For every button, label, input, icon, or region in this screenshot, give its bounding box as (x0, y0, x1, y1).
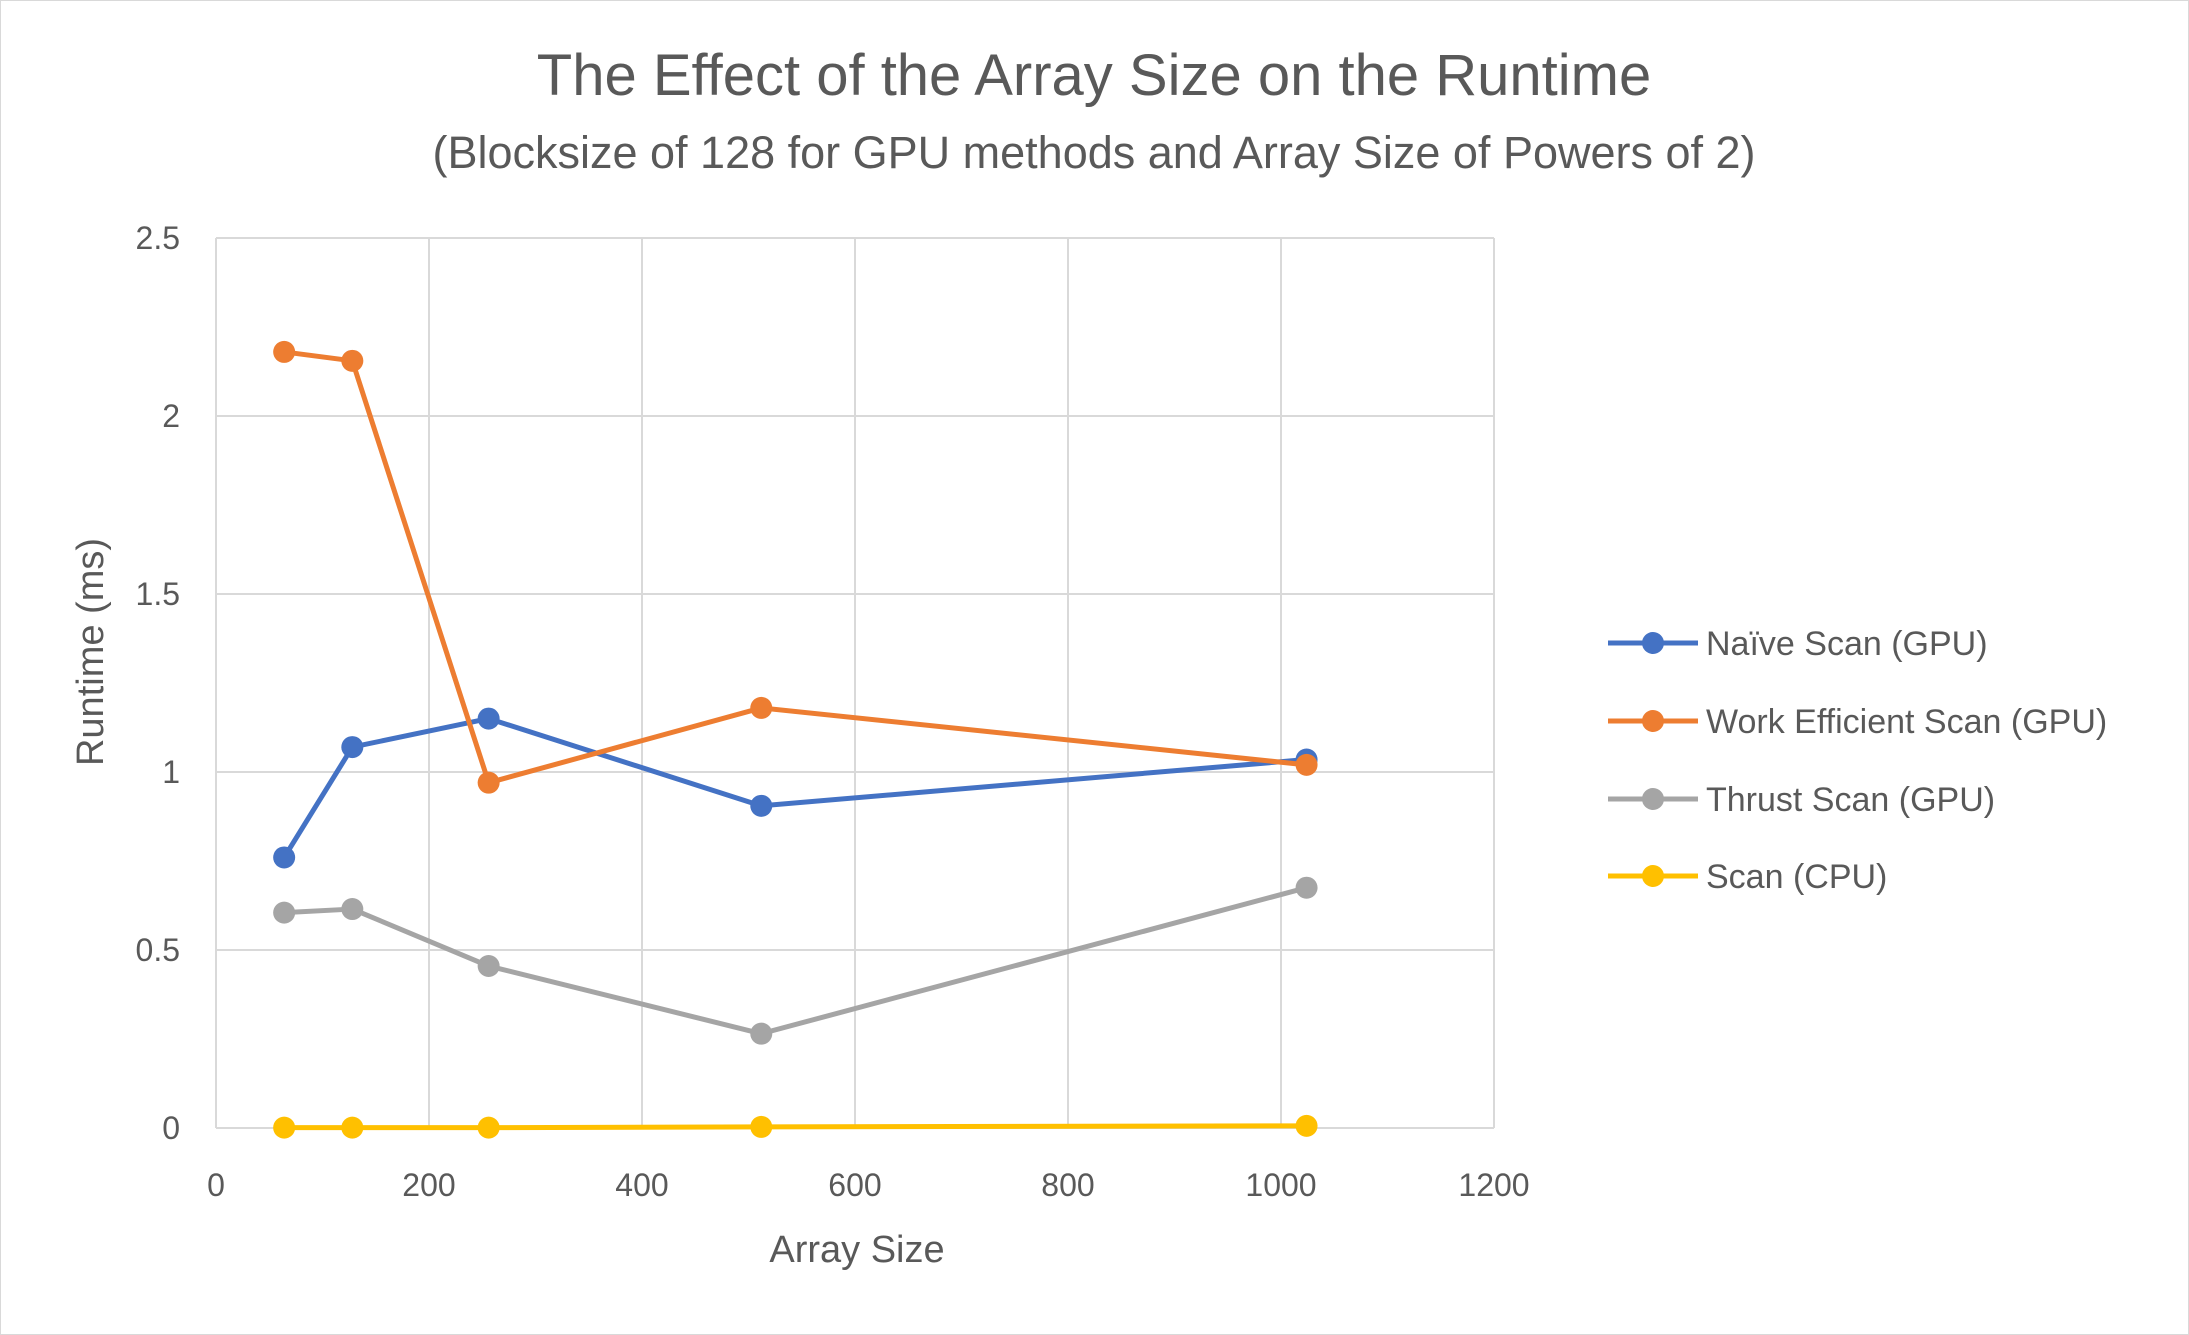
chart-subtitle: (Blocksize of 128 for GPU methods and Ar… (432, 127, 1755, 178)
x-axis-title: Array Size (769, 1229, 944, 1271)
gridlines (215, 237, 1495, 1129)
data-point (477, 771, 500, 794)
series-3 (273, 1114, 1318, 1139)
y-axis-title: Runtime (ms) (70, 538, 112, 766)
legend: Naïve Scan (GPU) Work Efficient Scan (GPU… (1608, 625, 2107, 896)
x-tick-label: 1000 (1245, 1167, 1316, 1203)
legend-label: Naïve Scan (GPU) (1706, 625, 1988, 663)
x-tick-label: 0 (207, 1167, 225, 1203)
data-point (341, 349, 364, 372)
data-point (477, 707, 500, 730)
data-point (341, 1116, 364, 1139)
y-tick-label: 2.5 (136, 220, 180, 256)
y-tick-label: 1 (162, 754, 180, 790)
series-lines (273, 340, 1318, 1139)
data-point (1295, 876, 1318, 899)
legend-item: Thrust Scan (GPU) (1608, 781, 1995, 819)
chart-title: The Effect of the Array Size on the Runt… (537, 43, 1651, 108)
legend-item: Naïve Scan (GPU) (1608, 625, 1988, 663)
data-point (750, 1115, 773, 1138)
legend-label: Scan (CPU) (1706, 858, 1887, 896)
data-point (750, 696, 773, 719)
x-tick-label: 400 (615, 1167, 668, 1203)
x-tick-label: 1200 (1458, 1167, 1529, 1203)
y-tick-label: 2 (162, 398, 180, 434)
y-tick-label: 0 (162, 1110, 180, 1146)
data-point (1295, 1114, 1318, 1137)
data-point (750, 1022, 773, 1045)
data-point (341, 736, 364, 759)
data-point (273, 1116, 296, 1139)
data-point (1295, 753, 1318, 776)
data-point (477, 955, 500, 978)
data-point (273, 901, 296, 924)
x-tick-label: 200 (402, 1167, 455, 1203)
legend-marker (1642, 710, 1664, 732)
legend-item: Scan (CPU) (1608, 858, 1887, 896)
legend-label: Work Efficient Scan (GPU) (1706, 703, 2107, 741)
axis-ticks: 0 200 400 600 800 1000 1200 0 0.5 1 1.5 2 2.5 (136, 220, 1530, 1203)
series-1 (273, 340, 1318, 794)
x-tick-label: 600 (828, 1167, 881, 1203)
x-tick-label: 800 (1041, 1167, 1094, 1203)
data-point (750, 794, 773, 817)
series-2 (273, 876, 1318, 1045)
legend-marker (1642, 865, 1664, 887)
legend-label: Thrust Scan (GPU) (1706, 781, 1995, 819)
series-line (284, 1123, 1307, 1131)
legend-marker (1642, 632, 1664, 654)
series-line (284, 885, 1308, 1037)
legend-item: Work Efficient Scan (GPU) (1608, 703, 2107, 741)
data-point (341, 898, 364, 921)
data-point (273, 846, 296, 869)
data-point (477, 1116, 500, 1139)
y-tick-label: 1.5 (136, 576, 180, 612)
data-point (273, 340, 296, 363)
legend-marker (1642, 788, 1664, 810)
y-tick-label: 0.5 (136, 932, 180, 968)
series-line (282, 716, 1307, 859)
